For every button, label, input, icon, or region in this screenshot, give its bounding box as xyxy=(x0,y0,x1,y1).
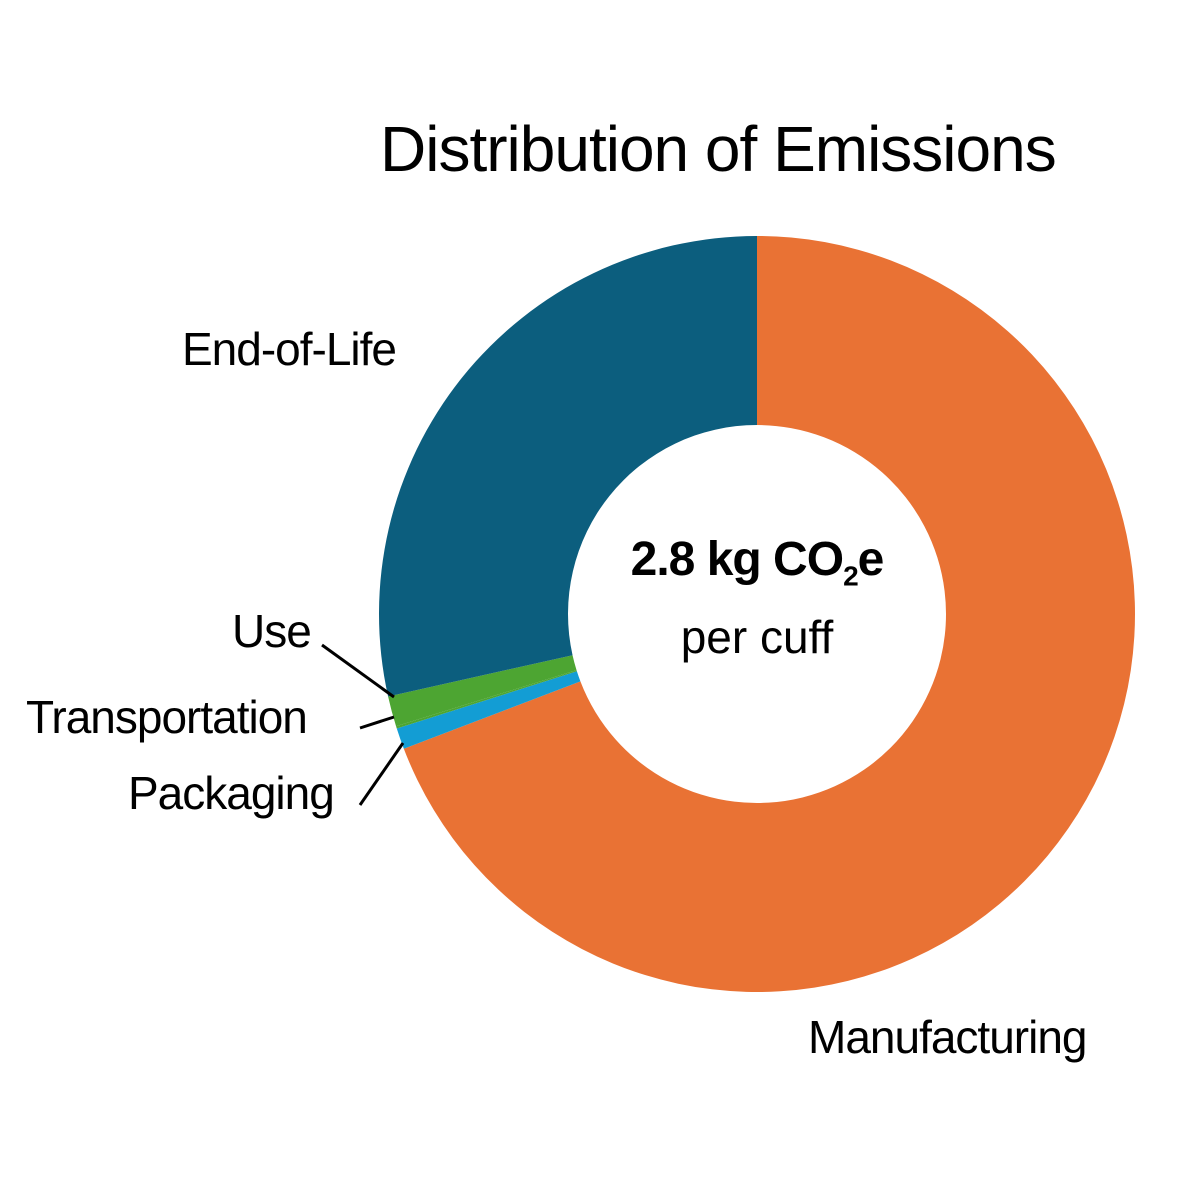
center-sublabel: per cuff xyxy=(680,611,834,663)
label-packaging: Packaging xyxy=(128,767,335,819)
leader-use xyxy=(321,643,395,699)
label-end-of-life: End-of-Life xyxy=(182,323,397,375)
label-use: Use xyxy=(232,605,312,657)
center-suffix: e xyxy=(857,533,885,586)
center-subscript: 2 xyxy=(843,560,859,592)
center-value: 2.8 kg CO xyxy=(630,533,844,586)
slice-transportation xyxy=(396,670,577,729)
center-total: 2.8 kg CO2e xyxy=(557,532,957,593)
slice-end-of-life xyxy=(379,236,757,697)
chart-title: Distribution of Emissions xyxy=(380,113,1057,185)
leader-packaging xyxy=(358,742,405,806)
label-transportation: Transportation xyxy=(26,691,308,743)
leader-transportation xyxy=(359,715,395,730)
slice-manufacturing xyxy=(403,236,1135,992)
label-manufacturing: Manufacturing xyxy=(808,1011,1087,1063)
slice-use xyxy=(388,655,577,727)
slice-packaging xyxy=(396,671,581,749)
